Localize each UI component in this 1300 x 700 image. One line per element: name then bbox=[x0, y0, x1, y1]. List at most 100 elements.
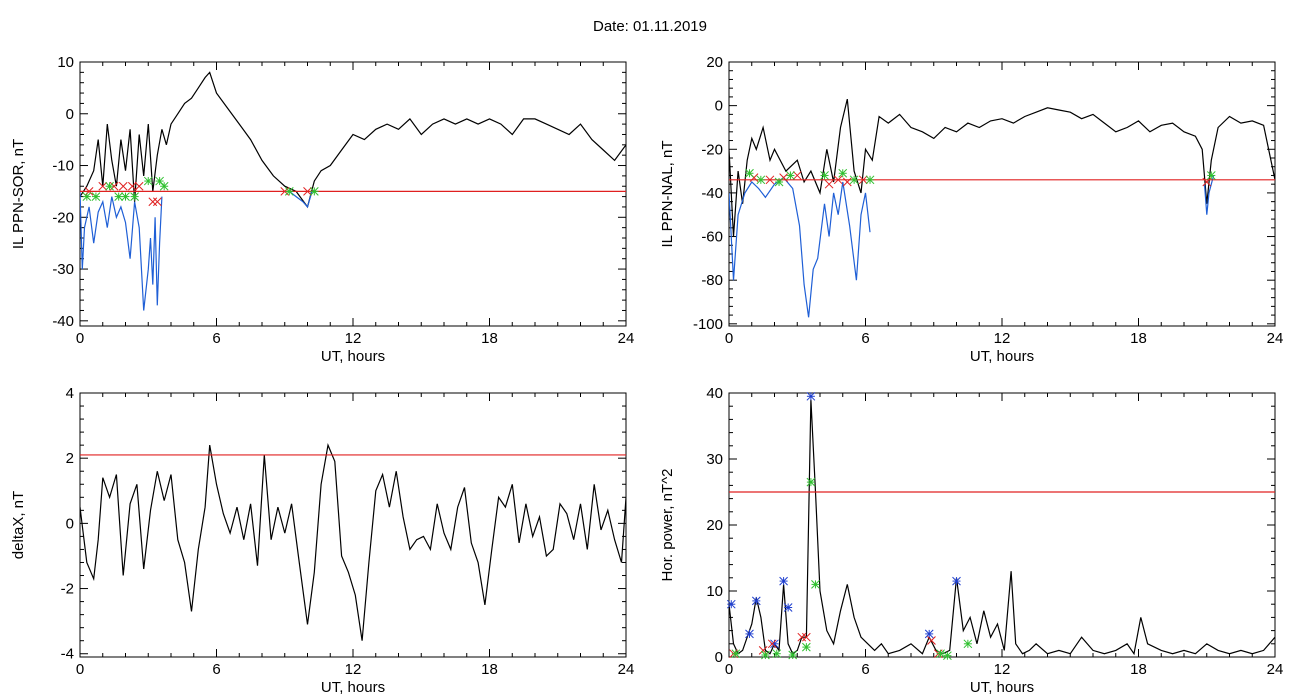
marker-green bbox=[838, 168, 848, 178]
marker-blue bbox=[783, 603, 793, 612]
panel-ppn-nal: 0 6 12 18 24 -100 -80 -60 -40 -20 0 20 UT, hours IL P… bbox=[659, 54, 1283, 365]
y-tick-label: -80 bbox=[701, 272, 723, 289]
y-axis-title: deltaX, nT bbox=[10, 491, 27, 559]
marker-red-stroke bbox=[801, 632, 811, 642]
x-axis-title: UT, hours bbox=[321, 348, 385, 365]
marker-green bbox=[159, 181, 169, 191]
y-tick-label: 0 bbox=[715, 98, 723, 115]
x-tick-label: 12 bbox=[345, 330, 362, 347]
y-tick-label: 20 bbox=[706, 54, 723, 71]
plot-frame bbox=[728, 392, 1276, 658]
marker-red-stroke bbox=[98, 181, 108, 191]
x-tick-label: 6 bbox=[212, 661, 220, 678]
y-axis-title: Hor. power, nT^2 bbox=[659, 469, 676, 582]
marker-green bbox=[786, 171, 795, 180]
y-axis-title: IL PPN-NAL, nT bbox=[659, 141, 676, 248]
marker-blue bbox=[751, 596, 761, 606]
series-line bbox=[729, 176, 871, 318]
series-line bbox=[80, 71, 626, 209]
x-tick-label: 6 bbox=[861, 661, 869, 678]
marker-green bbox=[114, 192, 124, 201]
plot-frame bbox=[79, 392, 627, 658]
marker-red-stroke bbox=[765, 175, 775, 185]
marker-red-stroke bbox=[134, 181, 144, 191]
marker-red-stroke bbox=[152, 197, 162, 207]
marker-green bbox=[284, 187, 294, 196]
marker-green bbox=[309, 187, 319, 196]
plot-frame bbox=[728, 61, 1276, 327]
marker-green bbox=[806, 477, 816, 487]
x-tick-label: 0 bbox=[725, 661, 733, 678]
x-tick-label: 6 bbox=[212, 330, 220, 347]
series-line bbox=[80, 191, 163, 311]
y-tick-label: 20 bbox=[706, 517, 723, 534]
marker-red bbox=[303, 187, 312, 196]
x-tick-label: 24 bbox=[1267, 661, 1284, 678]
x-tick-label: 24 bbox=[1267, 330, 1284, 347]
marker-red bbox=[1202, 177, 1212, 187]
marker-blue bbox=[952, 576, 961, 586]
y-tick-label: 0 bbox=[715, 649, 723, 666]
marker-blue bbox=[806, 391, 816, 401]
x-axis-title: UT, hours bbox=[321, 679, 385, 696]
marker-red-stroke bbox=[749, 173, 759, 182]
marker-red bbox=[792, 171, 802, 180]
x-tick-label: 12 bbox=[994, 330, 1011, 347]
marker-red-stroke bbox=[280, 187, 290, 196]
marker-green bbox=[91, 192, 101, 201]
marker-red-stroke bbox=[109, 181, 119, 191]
y-axis-title: IL PPN-SOR, nT bbox=[10, 139, 27, 249]
marker-red-stroke bbox=[118, 181, 128, 191]
marker-red-stroke bbox=[767, 639, 777, 649]
y-tick-label: 40 bbox=[706, 385, 723, 402]
series-line bbox=[729, 98, 1275, 237]
marker-green bbox=[811, 580, 820, 589]
x-tick-label: 0 bbox=[725, 330, 733, 347]
marker-green bbox=[745, 168, 754, 178]
marker-green bbox=[943, 651, 952, 661]
marker-green bbox=[849, 175, 859, 185]
marker-blue bbox=[779, 576, 788, 586]
x-tick-label: 24 bbox=[618, 330, 635, 347]
marker-red bbox=[152, 197, 162, 207]
panel-ppn-sor: 0 6 12 18 24 -40 -30 -20 -10 0 10 UT, hours IL PPN-S… bbox=[10, 54, 634, 365]
x-tick-label: 0 bbox=[76, 330, 84, 347]
marker-green bbox=[82, 192, 92, 201]
marker-red bbox=[134, 181, 144, 191]
marker-red-stroke bbox=[842, 177, 852, 187]
y-tick-label: -2 bbox=[61, 581, 74, 598]
series-line bbox=[80, 442, 626, 641]
marker-red-stroke bbox=[1202, 177, 1212, 187]
plot-frame bbox=[79, 61, 627, 327]
marker-blue bbox=[726, 599, 736, 609]
marker-red-stroke bbox=[858, 175, 868, 185]
marker-red bbox=[927, 636, 936, 645]
x-tick-label: 18 bbox=[1130, 661, 1147, 678]
marker-red-stroke bbox=[758, 646, 768, 655]
marker-red bbox=[109, 181, 119, 191]
x-axis-title: UT, hours bbox=[970, 679, 1034, 696]
marker-red bbox=[842, 177, 852, 187]
series-line bbox=[288, 190, 313, 209]
marker-red bbox=[280, 187, 290, 196]
marker-green bbox=[788, 650, 798, 660]
y-tick-label: -100 bbox=[693, 316, 723, 333]
marker-green bbox=[774, 177, 784, 187]
marker-blue bbox=[745, 629, 754, 639]
y-tick-label: -4 bbox=[61, 646, 74, 663]
y-tick-label: 2 bbox=[66, 450, 74, 467]
marker-red-stroke bbox=[797, 632, 807, 642]
marker-green bbox=[1206, 171, 1216, 180]
marker-red bbox=[797, 632, 807, 642]
y-tick-label: 4 bbox=[66, 385, 74, 402]
marker-green bbox=[130, 192, 139, 201]
marker-red bbox=[858, 175, 868, 185]
x-tick-label: 12 bbox=[994, 661, 1011, 678]
marker-red-stroke bbox=[303, 187, 312, 196]
x-tick-label: 24 bbox=[618, 661, 635, 678]
x-tick-label: 18 bbox=[1130, 330, 1147, 347]
marker-red-stroke bbox=[148, 197, 158, 207]
y-tick-label: 10 bbox=[706, 583, 723, 600]
